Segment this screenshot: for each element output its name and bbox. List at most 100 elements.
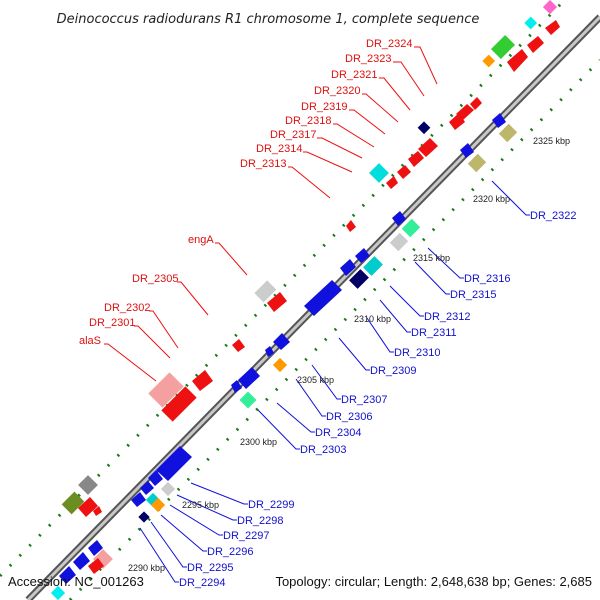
- gene-label[interactable]: DR_2313: [240, 158, 286, 170]
- gene-dr-2301-block[interactable]: [161, 386, 197, 422]
- outer-tick-track: [0, 0, 567, 578]
- gene-dr-2309-arrow[interactable]: [273, 333, 290, 350]
- scale-labels: 2290 kbp 2295 kbp 2300 kbp 2305 kbp 2310…: [128, 136, 570, 573]
- gene-dr-2303-block[interactable]: [239, 391, 257, 409]
- gene-dr-2312b-arrow[interactable]: [340, 259, 356, 276]
- gene-dr-2313-arrow[interactable]: [386, 176, 398, 189]
- gene-label[interactable]: DR_2318: [285, 115, 331, 127]
- gene-label[interactable]: DR_2302: [104, 302, 150, 314]
- gene-alaS-arrow[interactable]: [192, 370, 213, 391]
- gene-label[interactable]: DR_2320: [314, 85, 360, 97]
- gene-dr-2320-arrow[interactable]: [449, 113, 465, 130]
- gene-label[interactable]: DR_2307: [341, 394, 387, 406]
- gene-dr-2296b-block[interactable]: [150, 497, 166, 513]
- gene-dr-2312-arrow[interactable]: [355, 248, 370, 263]
- gene-dr-2317-arrow[interactable]: [418, 138, 438, 157]
- scale-label: 2320 kbp: [473, 194, 510, 204]
- gene-engA-block[interactable]: [254, 280, 277, 303]
- reverse-leaders: [139, 180, 530, 583]
- scale-label: 2290 kbp: [128, 563, 165, 573]
- gene-dr-2323-arrow[interactable]: [507, 49, 528, 72]
- gene-dr-2322-arrow[interactable]: [492, 113, 506, 128]
- gene-dr-2307-arrow[interactable]: [265, 346, 274, 357]
- gene-dr-2295-block[interactable]: [138, 511, 150, 523]
- gene-label[interactable]: DR_2295: [187, 562, 233, 574]
- gene-dr-2302-block[interactable]: [148, 372, 184, 408]
- gene-label[interactable]: DR_2296: [207, 546, 253, 558]
- gene-label[interactable]: DR_2297: [223, 530, 269, 542]
- gene-dr-2317b-arrow[interactable]: [408, 151, 424, 167]
- gene-small-orange[interactable]: [482, 54, 496, 68]
- gene-lower-olive[interactable]: [61, 491, 85, 515]
- gene-label[interactable]: DR_2294: [179, 577, 225, 589]
- gene-label[interactable]: DR_2301: [89, 317, 135, 329]
- gene-dr-2305-arrow[interactable]: [232, 339, 245, 352]
- gene-engA-arrow[interactable]: [267, 292, 287, 312]
- map-title: Deinococcus radiodurans R1 chromosome 1,…: [57, 12, 480, 27]
- gene-label[interactable]: DR_2317: [270, 129, 316, 141]
- gene-dr-2304-arrow[interactable]: [238, 367, 260, 389]
- gene-label[interactable]: DR_2303: [300, 444, 346, 456]
- gene-top-cyan[interactable]: [524, 16, 538, 30]
- gene-label[interactable]: DR_2323: [345, 53, 391, 65]
- scale-label: 2305 kbp: [297, 375, 334, 385]
- gene-label[interactable]: alaS: [79, 335, 101, 347]
- gene-label[interactable]: DR_2321: [331, 69, 377, 81]
- gene-dr-2294-arrow[interactable]: [88, 540, 103, 556]
- gene-dr-2323b-arrow[interactable]: [527, 36, 544, 53]
- gene-dr-2311b-block[interactable]: [349, 269, 369, 289]
- gene-dr-2297b-arrow[interactable]: [131, 492, 146, 507]
- gene-dr-2297-arrow[interactable]: [140, 481, 154, 495]
- gene-lower-rev-cyan[interactable]: [50, 585, 66, 600]
- gene-2320-rev-arrow[interactable]: [460, 143, 474, 158]
- gene-label[interactable]: DR_2304: [315, 427, 361, 439]
- gene-label[interactable]: DR_2299: [248, 499, 294, 511]
- gene-label[interactable]: DR_2311: [411, 327, 457, 339]
- gene-lower-rev-1[interactable]: [73, 552, 90, 570]
- gene-dr-2315-block[interactable]: [389, 232, 409, 252]
- gene-label[interactable]: DR_2305: [132, 273, 178, 285]
- topology-summary: Topology: circular; Length: 2,648,638 bp…: [275, 574, 592, 589]
- gene-dr-2317c-arrow[interactable]: [397, 165, 411, 179]
- gene-dr-2310-arrow[interactable]: [304, 280, 342, 316]
- gene-dr-2322-block[interactable]: [498, 123, 518, 143]
- gene-top-arrow-1[interactable]: [545, 20, 560, 35]
- gene-engA-small[interactable]: [346, 220, 356, 232]
- gene-dr-2306-block[interactable]: [272, 357, 288, 373]
- gene-dr-2319-arrow[interactable]: [470, 97, 482, 110]
- scale-label: 2295 kbp: [182, 500, 219, 510]
- gene-label[interactable]: DR_2319: [301, 101, 347, 113]
- gene-lower-gray[interactable]: [78, 475, 98, 495]
- gene-label[interactable]: DR_2315: [450, 289, 496, 301]
- gene-top-pink[interactable]: [542, 0, 558, 15]
- gene-dr-2299b-arrow[interactable]: [148, 470, 163, 486]
- gene-label[interactable]: DR_2316: [464, 273, 510, 285]
- forward-gene-labels: DR_2324 DR_2323 DR_2321 DR_2320 DR_2319 …: [79, 38, 412, 347]
- gene-dr-2314-block[interactable]: [369, 163, 389, 183]
- gene-label[interactable]: DR_2314: [256, 143, 302, 155]
- gene-label[interactable]: DR_2310: [394, 347, 440, 359]
- gene-label[interactable]: DR_2306: [326, 411, 372, 423]
- gene-lower-rev-2[interactable]: [59, 566, 76, 584]
- gene-dr-2318-block[interactable]: [417, 121, 431, 135]
- scale-label: 2315 kbp: [413, 253, 450, 263]
- gene-label[interactable]: DR_2312: [424, 311, 470, 323]
- gene-dr-2298-block[interactable]: [160, 481, 176, 497]
- gene-label[interactable]: DR_2298: [237, 515, 283, 527]
- gene-lower-arrow-2[interactable]: [93, 506, 102, 516]
- gene-label[interactable]: engA: [188, 234, 214, 246]
- gene-label[interactable]: DR_2322: [530, 210, 576, 222]
- gene-label[interactable]: DR_2324: [366, 38, 412, 50]
- gene-label[interactable]: DR_2309: [370, 365, 416, 377]
- gene-lower-arrow-3[interactable]: [88, 558, 104, 574]
- gene-dr-2316-block[interactable]: [401, 218, 421, 238]
- gene-dr-2304b-arrow[interactable]: [231, 380, 242, 393]
- accession-text: Accession: NC_001263: [8, 574, 144, 589]
- gene-dr-2299-arrow[interactable]: [156, 446, 192, 481]
- forward-genes: [61, 0, 560, 574]
- gene-lower-arrow-1[interactable]: [78, 497, 98, 517]
- gene-dr-2316-arrow[interactable]: [392, 211, 406, 226]
- gene-dr-2324-block[interactable]: [490, 34, 516, 60]
- gene-dr-2311-block[interactable]: [363, 256, 383, 276]
- gene-2320-rev-block[interactable]: [467, 153, 487, 173]
